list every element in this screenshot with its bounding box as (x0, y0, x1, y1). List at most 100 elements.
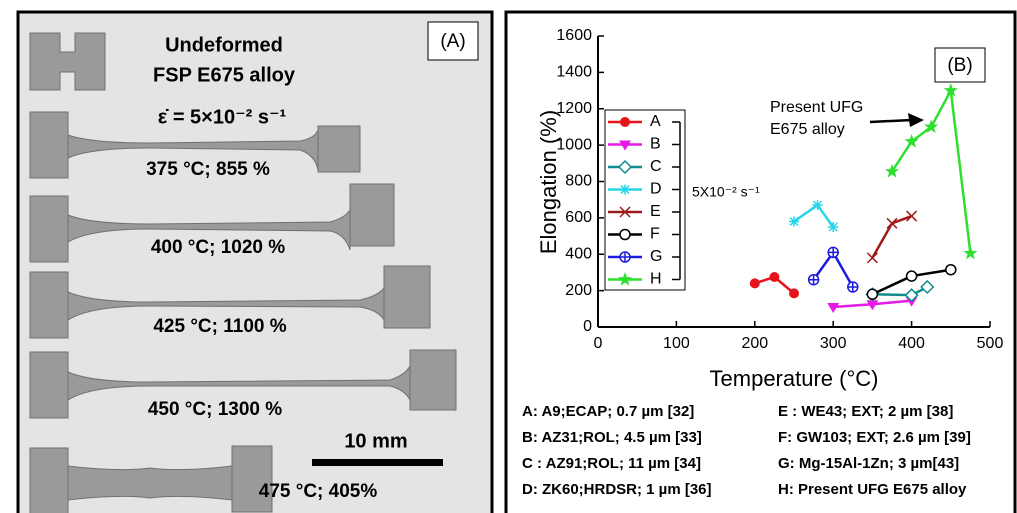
y-axis-title: Elongation (%) (536, 110, 561, 254)
marker (920, 279, 935, 295)
scale-bar-label: 10 mm (344, 430, 407, 452)
marker-part (943, 83, 958, 97)
y-tick-label: 1600 (556, 27, 592, 44)
note: B: AZ31;ROL; 4.5 µm [33] (522, 429, 702, 446)
y-tick-label: 400 (565, 245, 592, 262)
legend-label: F (650, 226, 660, 243)
legend (604, 109, 686, 291)
legend-label: C (650, 158, 662, 175)
x-axis-title: Temperature (°C) (710, 366, 879, 391)
marker (617, 272, 633, 286)
note: H: Present UFG E675 alloy (778, 481, 967, 498)
marker (617, 159, 633, 175)
marker (789, 216, 799, 227)
annotation-arrow (869, 113, 924, 127)
marker (904, 134, 919, 148)
y-tick-label: 200 (565, 282, 592, 299)
marker (769, 271, 780, 282)
panel-label-box (934, 47, 986, 83)
x-tick-label: 400 (898, 335, 925, 352)
marker-part (847, 281, 858, 292)
marker-part (866, 288, 879, 301)
marker-part (828, 247, 839, 258)
specimen-label: 475 °C; 405% (259, 481, 378, 502)
annotation: Present UFG (770, 99, 863, 116)
marker (619, 140, 631, 151)
marker (827, 246, 839, 259)
marker-part (924, 119, 939, 133)
marker-part (884, 164, 900, 178)
marker (619, 228, 631, 241)
x-tick-label: 300 (820, 335, 847, 352)
marker-part (620, 184, 630, 195)
marker-part (920, 279, 935, 295)
note: F: GW103; EXT; 2.6 µm [39] (778, 429, 971, 446)
marker-part (749, 278, 760, 289)
marker (812, 200, 823, 211)
note: E : WE43; EXT; 2 µm [38] (778, 403, 953, 420)
specimen-label: 375 °C; 855 % (146, 159, 270, 180)
y-tick-label: 1000 (556, 136, 592, 153)
photo-title: Undeformed (165, 34, 283, 56)
marker (904, 288, 919, 303)
marker-part (906, 210, 918, 222)
x-tick-label: 200 (741, 335, 768, 352)
marker (619, 251, 631, 263)
x-tick-label: 500 (977, 335, 1004, 352)
marker (905, 270, 918, 282)
marker-part (827, 302, 840, 313)
y-tick-label: 800 (565, 173, 592, 190)
marker (749, 278, 760, 289)
marker (620, 184, 630, 195)
legend-label: G (650, 248, 662, 265)
strain-rate: ε̇ = 5×10⁻² s⁻¹ (158, 106, 287, 128)
annotation: E675 alloy (770, 121, 845, 138)
y-tick-label: 600 (565, 209, 592, 226)
marker-part (905, 270, 918, 282)
specimens-photo (29, 32, 457, 513)
legend-label: B (650, 136, 661, 153)
marker-part (963, 245, 978, 260)
marker (943, 83, 958, 97)
marker-part (904, 288, 919, 303)
note: G: Mg-15Al-1Zn; 3 µm[43] (778, 455, 959, 472)
y-tick-label: 0 (583, 318, 592, 335)
legend-label: H (650, 271, 662, 288)
y-tick-label: 1200 (556, 100, 592, 117)
marker (906, 210, 918, 222)
panel-label: (A) (440, 31, 465, 52)
marker-part (620, 252, 630, 262)
marker-part (945, 263, 957, 276)
marker-part (886, 217, 898, 229)
specimen-label: 450 °C; 1300 % (148, 399, 282, 420)
scale-bar (312, 459, 443, 466)
marker (807, 273, 820, 286)
panel-label: (B) (947, 55, 972, 76)
marker (963, 245, 978, 260)
note: A: A9;ECAP; 0.7 µm [32] (522, 403, 694, 420)
marker-part (619, 228, 631, 241)
note: D: ZK60;HRDSR; 1 µm [36] (522, 481, 712, 498)
specimen-label: 425 °C; 1100 % (153, 316, 286, 337)
photo-panel (16, 10, 494, 513)
marker (827, 302, 840, 313)
marker-part (619, 140, 631, 151)
panel-label-box (427, 21, 479, 61)
marker (847, 281, 859, 293)
chart-panel (504, 10, 1017, 513)
marker (945, 263, 957, 276)
y-tick-label: 1400 (556, 64, 592, 81)
marker (828, 221, 839, 232)
marker-part (904, 134, 919, 148)
marker (866, 288, 879, 301)
legend-label: E (650, 203, 661, 220)
x-tick-label: 100 (663, 335, 690, 352)
marker (789, 288, 799, 299)
rate-label: 5X10⁻² s⁻¹ (692, 184, 760, 200)
marker (924, 119, 939, 133)
marker-part (812, 200, 823, 211)
specimen-label: 400 °C; 1020 % (151, 237, 285, 258)
legend-label: D (650, 181, 662, 198)
marker-part (789, 288, 799, 299)
